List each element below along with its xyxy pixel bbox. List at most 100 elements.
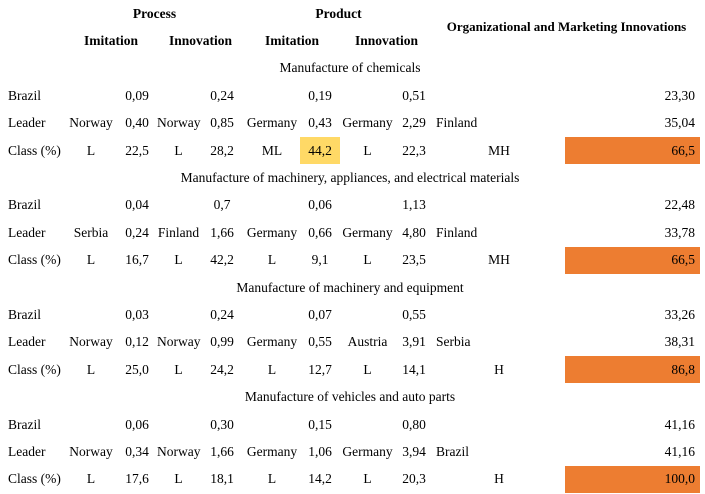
class-letter-cell: L (86, 142, 96, 158)
org-value-cell: 22,48 (664, 197, 696, 213)
leader-row: Leader Norway 0,12 Norway 0,99 Germany 0… (0, 329, 700, 356)
section-title: Manufacture of chemicals (279, 60, 421, 76)
class-value-cell: 24,2 (210, 361, 234, 377)
country-cell (65, 411, 117, 438)
country-cell (157, 411, 200, 438)
country-cell: Germany (342, 443, 393, 459)
value-cell: 0,85 (210, 115, 234, 131)
class-value-cell: 20,3 (402, 471, 426, 487)
class-letter-cell: L (267, 471, 277, 487)
class-row: Class (%) L 17,6 L 18,1 L 14,2 L 20,3 H … (0, 465, 701, 494)
class-value-cell: 17,6 (125, 471, 149, 487)
section-title-row: Manufacture of machinery and equipment (0, 274, 700, 301)
country-cell: Germany (246, 224, 298, 240)
org-country-cell: Finland (436, 224, 478, 240)
country-cell: Finland (157, 224, 200, 240)
value-cell: 0,06 (308, 197, 332, 213)
value-cell: 0,66 (308, 224, 332, 240)
header-row-subgroups: Imitation Innovation Imitation Innovatio… (0, 27, 700, 54)
value-cell: 1,66 (210, 443, 234, 459)
org-value-cell: 41,16 (664, 416, 696, 432)
country-cell: Norway (157, 115, 201, 131)
brazil-row: Brazil 0,03 0,24 0,07 0,55 33,26 (0, 301, 700, 328)
class-row: Class (%) L 22,5 L 28,2 ML 44,2 L 22,3 M… (0, 136, 701, 165)
country-cell (157, 301, 200, 328)
header-row-groups: Process Product Organizational and Marke… (0, 0, 700, 35)
country-cell: Norway (157, 334, 201, 350)
country-cell (340, 301, 395, 328)
class-letter-cell: L (363, 252, 372, 268)
value-cell: 0,43 (308, 115, 332, 131)
value-cell: 3,91 (402, 334, 426, 350)
corner-empty-cell (0, 0, 65, 27)
value-cell: 0,7 (213, 197, 231, 213)
value-cell: 0,30 (210, 416, 234, 432)
country-cell (340, 192, 395, 219)
class-value-cell: 9,1 (311, 252, 329, 268)
value-cell: 0,55 (308, 334, 332, 350)
org-class-letter-cell: MH (488, 252, 510, 268)
row-label-cell: Leader (8, 334, 46, 350)
org-value-cell: 33,78 (664, 224, 696, 240)
value-cell: 0,34 (125, 443, 149, 459)
class-value-cell: 22,5 (125, 142, 149, 158)
country-cell: Norway (69, 443, 113, 459)
value-cell: 0,80 (402, 416, 426, 432)
org-country-cell (433, 192, 565, 219)
country-cell (340, 82, 395, 109)
row-label-cell: Brazil (8, 197, 41, 213)
row-label-cell: Class (%) (8, 471, 61, 487)
value-cell: 0,24 (125, 224, 149, 240)
leader-row: Leader Norway 0,34 Norway 1,66 Germany 1… (0, 438, 700, 465)
section-title-row: Manufacture of chemicals (0, 55, 700, 82)
org-value-cell: 23,30 (664, 87, 696, 103)
header-org-marketing: Organizational and Marketing Innovations (446, 19, 687, 35)
country-cell (65, 82, 117, 109)
class-value-cell: 16,7 (125, 252, 149, 268)
class-letter-cell: L (174, 361, 183, 377)
leader-row: Leader Norway 0,40 Norway 0,85 Germany 0… (0, 110, 700, 137)
class-value-cell: 14,1 (402, 361, 426, 377)
class-value-cell: 28,2 (210, 142, 234, 158)
class-letter-cell: L (174, 252, 183, 268)
section-title: Manufacture of machinery, appliances, an… (180, 170, 520, 186)
row-label-cell: Class (%) (8, 142, 61, 158)
section-title: Manufacture of machinery and equipment (236, 279, 464, 295)
org-value-cell: 33,26 (664, 306, 696, 322)
org-country-cell (433, 301, 565, 328)
class-value-cell: 12,7 (308, 361, 332, 377)
country-cell: Germany (246, 115, 298, 131)
country-cell (157, 192, 200, 219)
value-cell: 4,80 (402, 224, 426, 240)
country-cell: Germany (342, 224, 393, 240)
value-cell: 0,06 (125, 416, 149, 432)
value-cell: 2,29 (402, 115, 426, 131)
org-class-letter-cell: MH (488, 142, 510, 158)
country-cell (244, 192, 300, 219)
section-title-row: Manufacture of vehicles and auto parts (0, 383, 700, 410)
org-class-letter-cell: H (494, 361, 504, 377)
section-title: Manufacture of vehicles and auto parts (244, 389, 456, 405)
brazil-row: Brazil 0,09 0,24 0,19 0,51 23,30 (0, 82, 700, 109)
country-cell: Norway (69, 115, 113, 131)
value-cell: 0,04 (125, 197, 149, 213)
class-letter-cell: L (363, 471, 372, 487)
class-letter-cell: L (86, 471, 96, 487)
org-class-value-cell-highlighted: 86,8 (565, 356, 701, 384)
class-letter-cell: L (363, 361, 372, 377)
class-value-cell: 23,5 (402, 252, 426, 268)
org-country-cell: Brazil (436, 443, 469, 459)
org-class-value-cell-highlighted: 66,5 (565, 136, 701, 165)
org-class-value-cell-highlighted: 100,0 (565, 465, 701, 494)
value-cell: 0,07 (308, 306, 332, 322)
section-title-row: Manufacture of machinery, appliances, an… (0, 164, 700, 191)
country-cell (244, 301, 300, 328)
value-cell: 1,06 (308, 443, 332, 459)
leader-row: Leader Serbia 0,24 Finland 1,66 Germany … (0, 219, 700, 246)
country-cell (65, 301, 117, 328)
header-process: Process (132, 5, 177, 21)
country-cell: Germany (342, 115, 393, 131)
value-cell: 0,24 (210, 306, 234, 322)
value-cell: 0,51 (402, 87, 426, 103)
org-value-cell: 35,04 (664, 115, 696, 131)
